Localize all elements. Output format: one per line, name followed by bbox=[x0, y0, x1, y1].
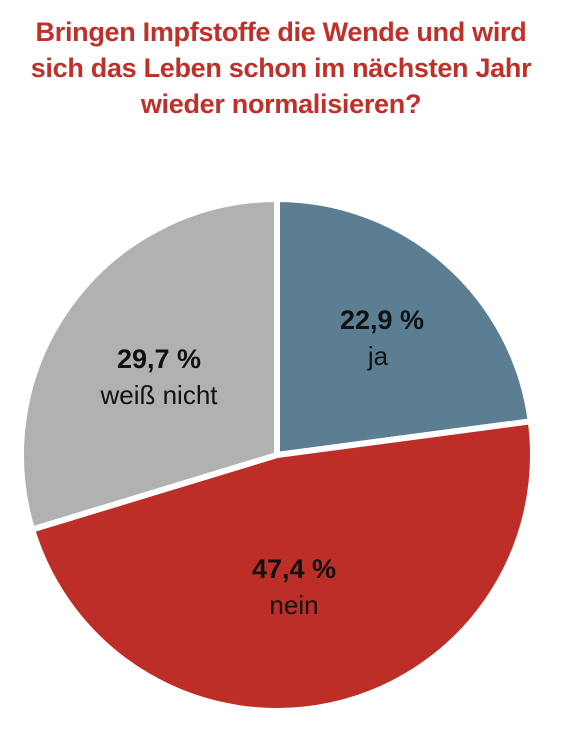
pie-slices bbox=[18, 196, 536, 714]
pie-labels: 22,9 % ja 47,4 % nein 29,7 % weiß nicht bbox=[99, 305, 424, 620]
slice-value-label-nein: 47,4 % bbox=[252, 554, 336, 584]
slice-value-label-ja: 22,9 % bbox=[340, 305, 424, 335]
pie-slice-weiss-nicht bbox=[18, 196, 280, 533]
slice-category-label-nein: nein bbox=[269, 590, 318, 620]
slice-category-label-weiss-nicht: weiß nicht bbox=[99, 380, 218, 410]
chart-title: Bringen Impfstoffe die Wende und wird si… bbox=[0, 14, 562, 122]
slice-category-label-ja: ja bbox=[367, 341, 389, 371]
pie-slice-ja bbox=[274, 196, 534, 458]
title-line-1: Bringen Impfstoffe die Wende und wird bbox=[35, 17, 527, 47]
slice-value-label-weiss-nicht: 29,7 % bbox=[117, 344, 201, 374]
title-line-2: sich das Leben schon im nächsten Jahr bbox=[30, 53, 532, 83]
title-line-3: wieder normalisieren? bbox=[140, 89, 422, 119]
